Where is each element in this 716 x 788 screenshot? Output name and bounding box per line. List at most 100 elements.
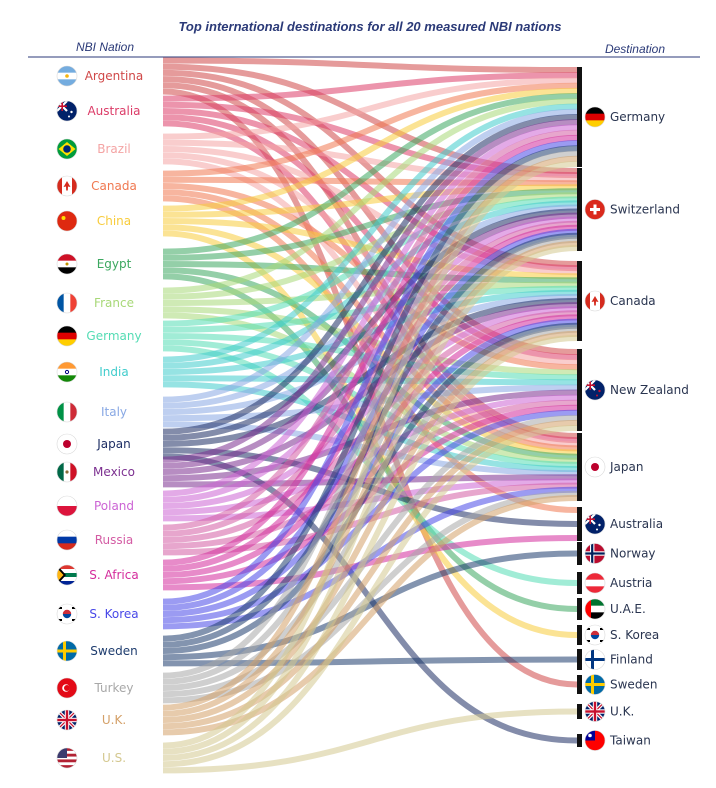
- flow-s-korea-to-germany: [162, 140, 578, 605]
- destination-label-taiwan: Taiwan: [609, 734, 651, 748]
- destination-node-japan: Japan: [584, 456, 643, 478]
- destination-node-austria: Austria: [584, 572, 652, 594]
- destination-node-u-k-: U.K.: [584, 701, 634, 722]
- source-label-u-s-: U.S.: [102, 751, 126, 765]
- destination-label-finland: Finland: [610, 653, 653, 667]
- destination-label-australia: Australia: [610, 517, 663, 531]
- source-node-italy: Italy: [56, 401, 127, 423]
- s-korea-flag-icon: [584, 624, 606, 646]
- chart-title: Top international destinations for all 2…: [178, 19, 561, 34]
- destination-node-taiwan: Taiwan: [584, 730, 651, 751]
- destination-node-canada: Canada: [584, 290, 656, 312]
- switzerland-flag-icon: [584, 199, 606, 220]
- sweden-flag-icon: [56, 640, 78, 662]
- destination-node-switzerland: Switzerland: [584, 199, 680, 220]
- destination-bar-australia: [577, 507, 582, 541]
- flow-australia-to-germany: [162, 72, 578, 102]
- mexico-flag-icon: [56, 461, 78, 483]
- destination-label-u-k-: U.K.: [610, 705, 634, 719]
- flow-turkey-to-germany: [162, 150, 578, 679]
- destination-label-switzerland: Switzerland: [610, 203, 680, 217]
- source-node-france: France: [56, 292, 134, 314]
- source-node-mexico: Mexico: [56, 461, 135, 483]
- us-flag-icon: [56, 747, 78, 769]
- flow-china-to-germany: [162, 87, 578, 212]
- source-label-u-k-: U.K.: [102, 713, 126, 727]
- flow-turkey-to-canada: [162, 326, 578, 691]
- source-node-argentina: Argentina: [56, 65, 144, 87]
- destination-label-u-a-e-: U.A.E.: [610, 602, 646, 616]
- source-node-poland: Poland: [56, 495, 134, 517]
- italy-flag-icon: [56, 401, 78, 423]
- source-label-poland: Poland: [94, 499, 134, 513]
- source-label-russia: Russia: [95, 533, 134, 547]
- destination-node-u-a-e-: U.A.E.: [584, 598, 646, 620]
- s-africa-flag-icon: [56, 564, 78, 586]
- destination-node-germany: Germany: [584, 106, 665, 128]
- source-node-s-africa: S. Africa: [56, 564, 139, 586]
- source-node-layer: Argentina Australia Brazil Canada China Egypt…: [56, 65, 144, 769]
- flow-india-to-switzerland: [162, 200, 578, 369]
- uae-flag-icon: [584, 598, 606, 620]
- finland-flag-icon: [584, 649, 606, 670]
- flow-sweden-to-canada: [162, 322, 578, 654]
- flow-poland-to-germany: [162, 124, 578, 497]
- taiwan-flag-icon: [584, 730, 606, 751]
- flow-u-s--to-switzerland: [162, 245, 578, 755]
- destination-bar-norway: [577, 542, 582, 565]
- source-node-sweden: Sweden: [56, 640, 138, 662]
- source-label-turkey: Turkey: [93, 681, 133, 695]
- source-node-u-s-: U.S.: [56, 747, 126, 769]
- destination-label-norway: Norway: [610, 547, 656, 561]
- flow-u-s--to-canada: [162, 335, 578, 761]
- flow-mexico-to-germany: [162, 119, 578, 463]
- flow-u-k--to-japan: [162, 495, 578, 736]
- uk-flag-icon: [584, 701, 606, 722]
- source-node-china: China: [56, 210, 131, 232]
- germany-flag-icon: [56, 325, 78, 347]
- flow-layer: [162, 57, 578, 774]
- destination-node-new-zealand: New Zealand: [584, 379, 689, 401]
- source-label-china: China: [97, 214, 131, 228]
- flow-canada-to-germany: [162, 82, 578, 177]
- uk-flag-icon: [56, 709, 78, 731]
- flow-japan-to-germany: [162, 114, 578, 435]
- source-node-canada: Canada: [56, 175, 137, 197]
- russia-flag-icon: [56, 529, 78, 551]
- flow-mexico-to-switzerland: [162, 212, 578, 469]
- flow-argentina-to-germany: [162, 57, 578, 73]
- brazil-flag-icon: [56, 138, 78, 160]
- source-node-brazil: Brazil: [56, 138, 131, 160]
- destination-bar-canada: [577, 261, 582, 341]
- flow-u-s--to-germany: [162, 161, 578, 749]
- destination-label-sweden: Sweden: [610, 678, 657, 692]
- japan-flag-icon: [56, 433, 78, 455]
- destination-bar-layer: [577, 67, 582, 747]
- source-label-s-korea: S. Korea: [89, 607, 138, 621]
- destination-label-japan: Japan: [609, 460, 643, 474]
- source-node-germany: Germany: [56, 325, 142, 347]
- destination-label-germany: Germany: [610, 110, 665, 124]
- destination-bar-finland: [577, 649, 582, 670]
- source-label-australia: Australia: [87, 104, 140, 118]
- germany-flag-icon: [584, 106, 606, 128]
- flow-brazil-to-germany: [162, 77, 578, 140]
- destination-label-s-korea: S. Korea: [610, 628, 659, 642]
- flow-u-k--to-switzerland: [162, 240, 578, 717]
- flow-russia-to-germany: [162, 129, 578, 531]
- left-header: NBI Nation: [76, 40, 134, 54]
- source-label-germany: Germany: [86, 329, 141, 343]
- canada-flag-icon: [56, 175, 78, 197]
- destination-node-finland: Finland: [584, 649, 653, 670]
- flow-u-k--to-germany: [162, 155, 578, 711]
- flow-france-to-germany: [162, 98, 578, 294]
- source-label-sweden: Sweden: [90, 644, 137, 658]
- source-label-argentina: Argentina: [85, 69, 144, 83]
- destination-label-canada: Canada: [610, 294, 656, 308]
- flow-india-to-germany: [162, 103, 578, 363]
- japan-flag-icon: [584, 456, 606, 478]
- flow-poland-to-switzerland: [162, 216, 578, 503]
- destination-node-layer: Germany Switzerland Canada New Zealand Japan…: [584, 106, 689, 751]
- destination-label-austria: Austria: [610, 576, 652, 590]
- flow-s-africa-to-australia: [162, 535, 578, 591]
